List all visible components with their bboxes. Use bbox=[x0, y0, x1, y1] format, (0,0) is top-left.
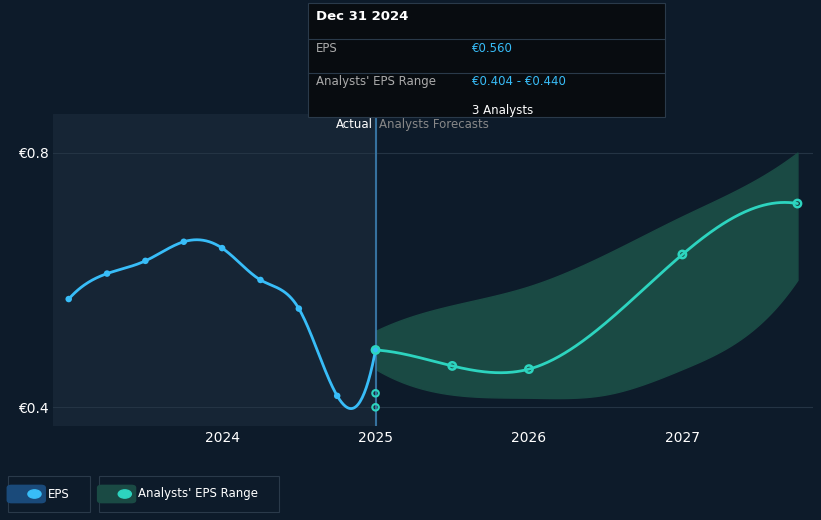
Point bbox=[216, 244, 229, 252]
Text: 3 Analysts: 3 Analysts bbox=[472, 104, 534, 117]
Text: Analysts Forecasts: Analysts Forecasts bbox=[378, 118, 488, 131]
Point bbox=[676, 250, 689, 258]
Point bbox=[254, 276, 267, 284]
Text: Dec 31 2024: Dec 31 2024 bbox=[316, 10, 409, 23]
Point bbox=[522, 365, 535, 373]
Text: Actual: Actual bbox=[336, 118, 373, 131]
Bar bbox=[53, 114, 375, 426]
Point bbox=[369, 346, 382, 354]
Text: EPS: EPS bbox=[316, 42, 337, 55]
Point bbox=[369, 403, 382, 411]
Point bbox=[331, 392, 344, 400]
Point bbox=[369, 346, 382, 354]
Text: Analysts' EPS Range: Analysts' EPS Range bbox=[138, 488, 258, 500]
Point bbox=[292, 304, 305, 313]
Point bbox=[100, 269, 113, 278]
Text: EPS: EPS bbox=[48, 488, 69, 500]
Point bbox=[791, 199, 804, 207]
Point bbox=[177, 238, 190, 246]
Point bbox=[139, 257, 152, 265]
Text: €0.560: €0.560 bbox=[472, 42, 513, 55]
Point bbox=[369, 389, 382, 397]
Point bbox=[446, 362, 459, 370]
Text: Analysts' EPS Range: Analysts' EPS Range bbox=[316, 75, 436, 88]
Text: €0.404 - €0.440: €0.404 - €0.440 bbox=[472, 75, 566, 88]
Point bbox=[62, 295, 76, 303]
